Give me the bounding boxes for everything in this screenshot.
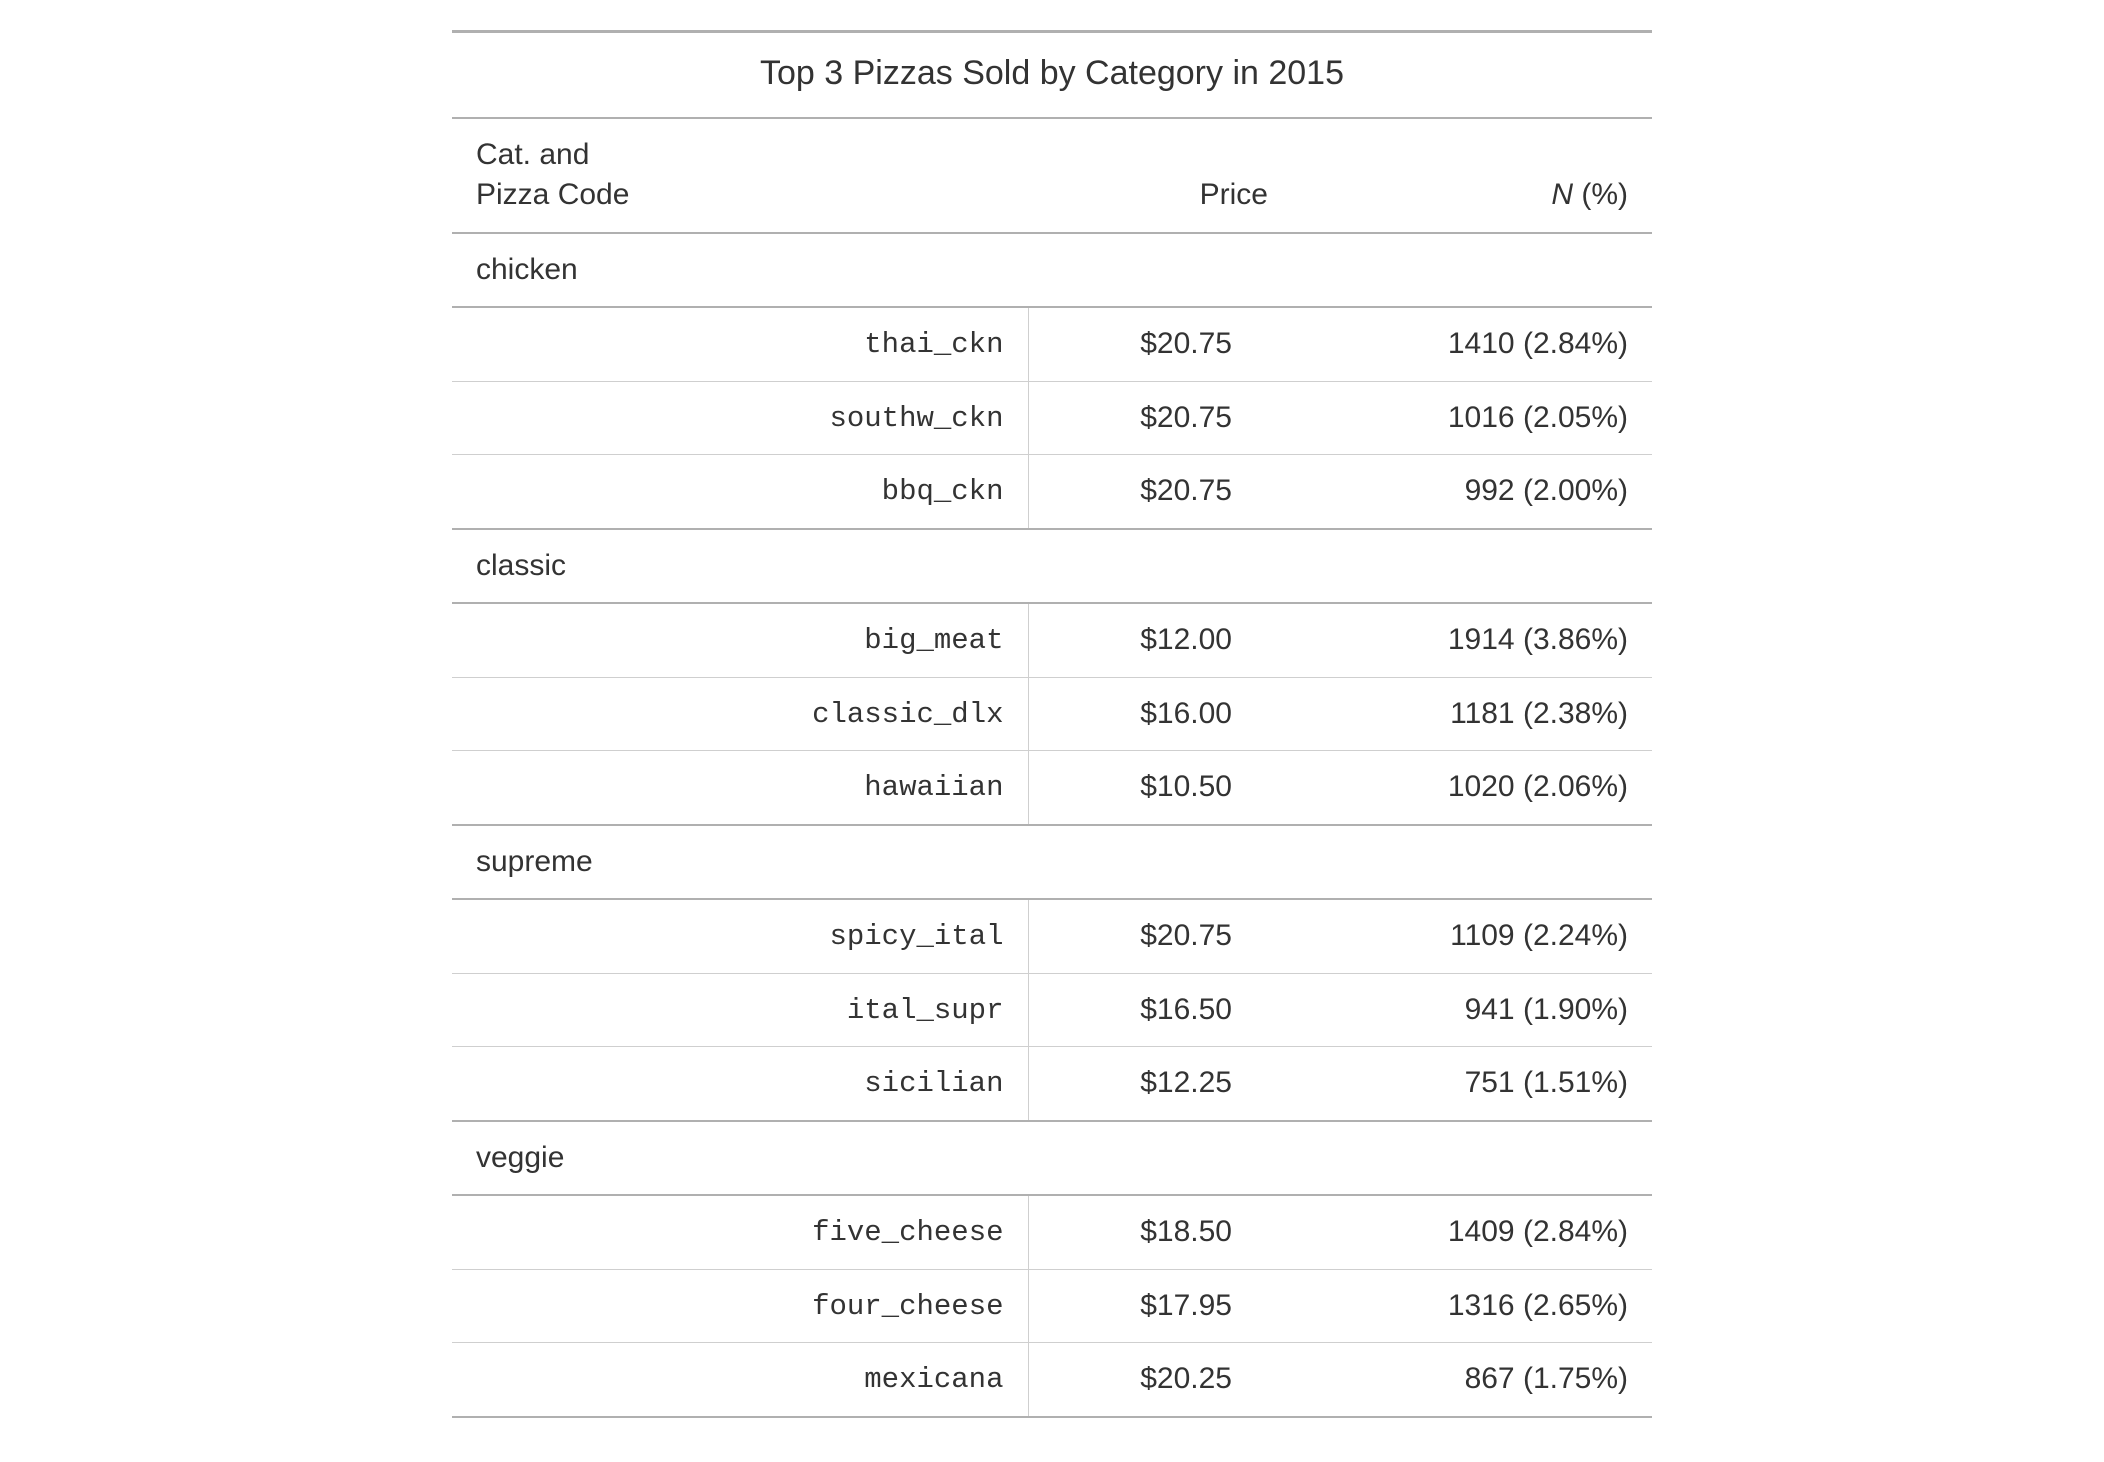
category-row-chicken: chicken [452, 233, 1652, 308]
table-row: four_cheese $17.95 1316 (2.65%) [452, 1269, 1652, 1343]
category-label: chicken [452, 233, 1652, 308]
cell-count: 751 (1.51%) [1292, 1047, 1652, 1121]
page: Top 3 Pizzas Sold by Category in 2015 Ca… [0, 0, 2104, 1462]
table-row: thai_ckn $20.75 1410 (2.84%) [452, 307, 1652, 381]
cell-code: bbq_ckn [452, 455, 1028, 529]
table-container: Top 3 Pizzas Sold by Category in 2015 Ca… [452, 30, 1652, 1418]
cell-count: 867 (1.75%) [1292, 1343, 1652, 1417]
cell-count: 1181 (2.38%) [1292, 677, 1652, 751]
table-row: five_cheese $18.50 1409 (2.84%) [452, 1195, 1652, 1269]
col-header-count-n: N [1551, 178, 1573, 211]
col-header-count: N (%) [1292, 118, 1652, 233]
col-header-count-suffix: (%) [1573, 178, 1628, 211]
table-header-row: Cat. and Pizza Code Price N (%) [452, 118, 1652, 233]
category-label: veggie [452, 1121, 1652, 1196]
col-header-price: Price [1028, 118, 1292, 233]
table-row: bbq_ckn $20.75 992 (2.00%) [452, 455, 1652, 529]
cell-count: 1316 (2.65%) [1292, 1269, 1652, 1343]
table-row: sicilian $12.25 751 (1.51%) [452, 1047, 1652, 1121]
cell-price: $12.25 [1028, 1047, 1292, 1121]
cell-price: $20.75 [1028, 455, 1292, 529]
cell-count: 1020 (2.06%) [1292, 751, 1652, 825]
category-row-supreme: supreme [452, 825, 1652, 900]
cell-code: spicy_ital [452, 899, 1028, 973]
table-title: Top 3 Pizzas Sold by Category in 2015 [452, 32, 1652, 118]
col-header-label-line1: Cat. and [476, 135, 1004, 176]
cell-count: 1410 (2.84%) [1292, 307, 1652, 381]
category-label: supreme [452, 825, 1652, 900]
table-row: classic_dlx $16.00 1181 (2.38%) [452, 677, 1652, 751]
cell-code: thai_ckn [452, 307, 1028, 381]
cell-price: $16.00 [1028, 677, 1292, 751]
col-header-label-line2: Pizza Code [476, 175, 1004, 216]
cell-code: classic_dlx [452, 677, 1028, 751]
cell-price: $12.00 [1028, 603, 1292, 677]
cell-code: sicilian [452, 1047, 1028, 1121]
pizza-table: Top 3 Pizzas Sold by Category in 2015 Ca… [452, 30, 1652, 1418]
cell-price: $20.75 [1028, 899, 1292, 973]
cell-count: 941 (1.90%) [1292, 973, 1652, 1047]
col-header-label: Cat. and Pizza Code [452, 118, 1028, 233]
table-row: southw_ckn $20.75 1016 (2.05%) [452, 381, 1652, 455]
cell-code: four_cheese [452, 1269, 1028, 1343]
table-body: Top 3 Pizzas Sold by Category in 2015 Ca… [452, 32, 1652, 1417]
cell-price: $10.50 [1028, 751, 1292, 825]
cell-code: big_meat [452, 603, 1028, 677]
table-row: ital_supr $16.50 941 (1.90%) [452, 973, 1652, 1047]
category-row-classic: classic [452, 529, 1652, 604]
table-row: spicy_ital $20.75 1109 (2.24%) [452, 899, 1652, 973]
cell-code: mexicana [452, 1343, 1028, 1417]
cell-code: southw_ckn [452, 381, 1028, 455]
cell-count: 1016 (2.05%) [1292, 381, 1652, 455]
category-label: classic [452, 529, 1652, 604]
cell-price: $17.95 [1028, 1269, 1292, 1343]
cell-price: $20.75 [1028, 381, 1292, 455]
cell-price: $20.25 [1028, 1343, 1292, 1417]
category-row-veggie: veggie [452, 1121, 1652, 1196]
cell-count: 1914 (3.86%) [1292, 603, 1652, 677]
table-row: hawaiian $10.50 1020 (2.06%) [452, 751, 1652, 825]
cell-code: hawaiian [452, 751, 1028, 825]
cell-count: 992 (2.00%) [1292, 455, 1652, 529]
cell-price: $16.50 [1028, 973, 1292, 1047]
table-title-row: Top 3 Pizzas Sold by Category in 2015 [452, 32, 1652, 118]
cell-count: 1409 (2.84%) [1292, 1195, 1652, 1269]
cell-count: 1109 (2.24%) [1292, 899, 1652, 973]
cell-code: ital_supr [452, 973, 1028, 1047]
cell-price: $20.75 [1028, 307, 1292, 381]
cell-price: $18.50 [1028, 1195, 1292, 1269]
cell-code: five_cheese [452, 1195, 1028, 1269]
table-row: big_meat $12.00 1914 (3.86%) [452, 603, 1652, 677]
table-row: mexicana $20.25 867 (1.75%) [452, 1343, 1652, 1417]
